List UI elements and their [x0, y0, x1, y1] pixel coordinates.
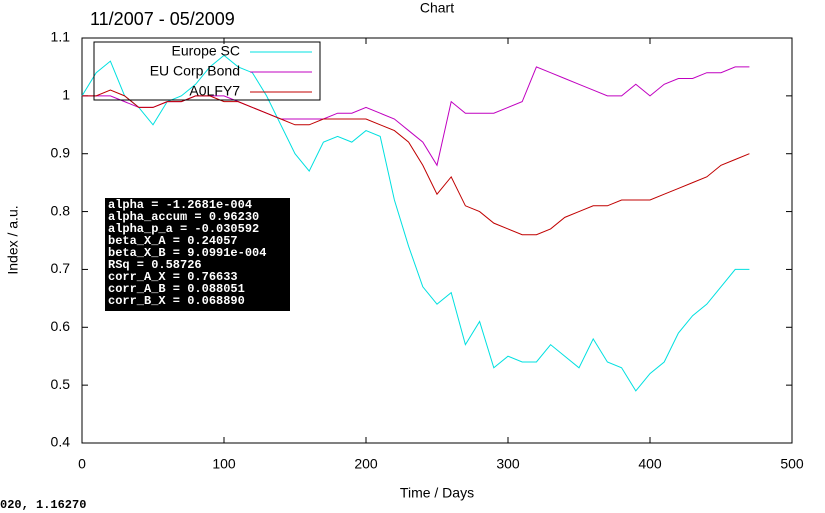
- chart-title: Chart: [420, 0, 454, 16]
- x-tick-label: 0: [78, 456, 86, 472]
- stats-line: corr_A_B = 0.088051: [108, 282, 245, 296]
- x-tick-label: 300: [496, 456, 520, 472]
- stats-line: alpha_accum = 0.96230: [108, 210, 259, 224]
- y-tick-label: 1.1: [51, 29, 71, 45]
- y-tick-label: 0.9: [51, 144, 71, 160]
- stats-line: beta_X_B = 9.0991e-004: [108, 246, 266, 260]
- plot-frame: [81, 37, 793, 444]
- y-tick-label: 0.5: [51, 376, 71, 392]
- cursor-readout: 020, 1.16270: [0, 498, 86, 512]
- legend-box: [93, 41, 321, 101]
- stats-line: beta_X_A = 0.24057: [108, 234, 238, 248]
- y-tick-label: 0.4: [51, 434, 71, 450]
- series-line: [81, 54, 750, 392]
- legend-label: EU Corp Bond: [150, 63, 240, 79]
- series-line: [82, 89, 750, 236]
- stats-line: alpha_p_a = -0.030592: [108, 222, 259, 236]
- x-tick-label: 400: [638, 456, 662, 472]
- y-axis-label: Index / a.u.: [5, 205, 21, 274]
- x-tick-label: 200: [354, 456, 378, 472]
- stats-line: corr_B_X = 0.068890: [108, 294, 245, 308]
- y-tick-label: 0.6: [51, 318, 71, 334]
- x-axis-label: Time / Days: [400, 485, 474, 501]
- series-line: [82, 66, 750, 167]
- stats-box: [105, 198, 290, 311]
- y-tick-label: 0.7: [51, 260, 71, 276]
- legend-label: A0LFY7: [189, 83, 240, 99]
- x-tick-label: 100: [212, 456, 236, 472]
- chart-subtitle: 11/2007 - 05/2009: [90, 9, 235, 29]
- y-tick-label: 0.8: [51, 202, 71, 218]
- x-tick-label: 500: [780, 456, 804, 472]
- y-tick-label: 1: [62, 87, 70, 103]
- stats-line: corr_A_X = 0.76633: [108, 270, 238, 284]
- stats-line: alpha = -1.2681e-004: [108, 198, 252, 212]
- stats-line: RSq = 0.58726: [108, 258, 202, 272]
- legend-label: Europe SC: [172, 43, 240, 59]
